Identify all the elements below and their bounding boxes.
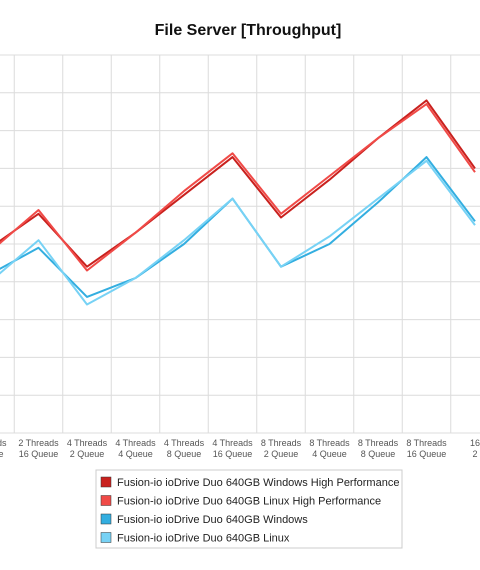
legend-swatch — [101, 514, 111, 524]
legend-swatch — [101, 496, 111, 506]
legend-entry-label: Fusion-io ioDrive Duo 640GB Windows — [117, 514, 308, 526]
x-tick-label: 4 Threads 2 Queue — [67, 438, 108, 459]
x-tick-label: 4 Threads 16 Queue — [212, 438, 253, 459]
chart-title: File Server [Throughput] — [155, 22, 342, 39]
series-line-4 — [0, 161, 475, 305]
x-tick-label-line: 16 Queue — [407, 449, 447, 459]
x-tick-label: ThreadsQueue — [0, 438, 7, 459]
x-tick-label-line: 8 Queue — [167, 449, 202, 459]
x-tick-label-line: Threads — [0, 438, 7, 448]
legend-entry-label: Fusion-io ioDrive Duo 640GB Windows High… — [117, 477, 399, 489]
x-tick-label-line: 8 Threads — [358, 438, 399, 448]
x-tick-label-line: 2 Threads — [18, 438, 59, 448]
x-tick-label-line: 16 Queue — [19, 449, 59, 459]
legend-entry-label: Fusion-io ioDrive Duo 640GB Linux High P… — [117, 496, 381, 508]
x-tick-label-line: 4 Queue — [118, 449, 153, 459]
legend: Fusion-io ioDrive Duo 640GB Windows High… — [96, 470, 402, 548]
x-tick-label: 16 2 — [470, 438, 480, 459]
x-tick-label: 4 Threads 8 Queue — [164, 438, 205, 459]
x-tick-label-line: 2 Queue — [70, 449, 105, 459]
x-tick-label-line: Queue — [0, 449, 4, 459]
legend-swatch — [101, 477, 111, 487]
x-tick-label: 8 Threads 8 Queue — [358, 438, 399, 459]
x-tick-label-line: 16 — [470, 438, 480, 448]
x-tick-label-line: 2 Queue — [264, 449, 299, 459]
x-tick-label-line: 4 Queue — [312, 449, 347, 459]
x-tick-label-line: 8 Threads — [406, 438, 447, 448]
grid-lines — [0, 55, 480, 433]
x-tick-label: 2 Threads 16 Queue — [18, 438, 59, 459]
x-tick-label-line: 2 — [472, 449, 477, 459]
x-tick-label-line: 4 Threads — [115, 438, 156, 448]
series-line-2 — [0, 104, 475, 270]
x-tick-label-line: 8 Queue — [361, 449, 396, 459]
x-tick-label-line: 16 Queue — [213, 449, 253, 459]
series-line-1 — [0, 100, 475, 266]
x-tick-label: 8 Threads 4 Queue — [309, 438, 350, 459]
x-tick-label-line: 4 Threads — [164, 438, 205, 448]
x-tick-label-line: 8 Threads — [309, 438, 350, 448]
x-tick-label: 4 Threads 4 Queue — [115, 438, 156, 459]
x-tick-label-line: 8 Threads — [261, 438, 302, 448]
x-tick-label-line: 4 Threads — [212, 438, 253, 448]
x-tick-label: 8 Threads 16 Queue — [406, 438, 447, 459]
legend-swatch — [101, 533, 111, 543]
legend-entry-label: Fusion-io ioDrive Duo 640GB Linux — [117, 533, 290, 545]
x-tick-label-line: 4 Threads — [67, 438, 108, 448]
x-tick-label: 8 Threads 2 Queue — [261, 438, 302, 459]
